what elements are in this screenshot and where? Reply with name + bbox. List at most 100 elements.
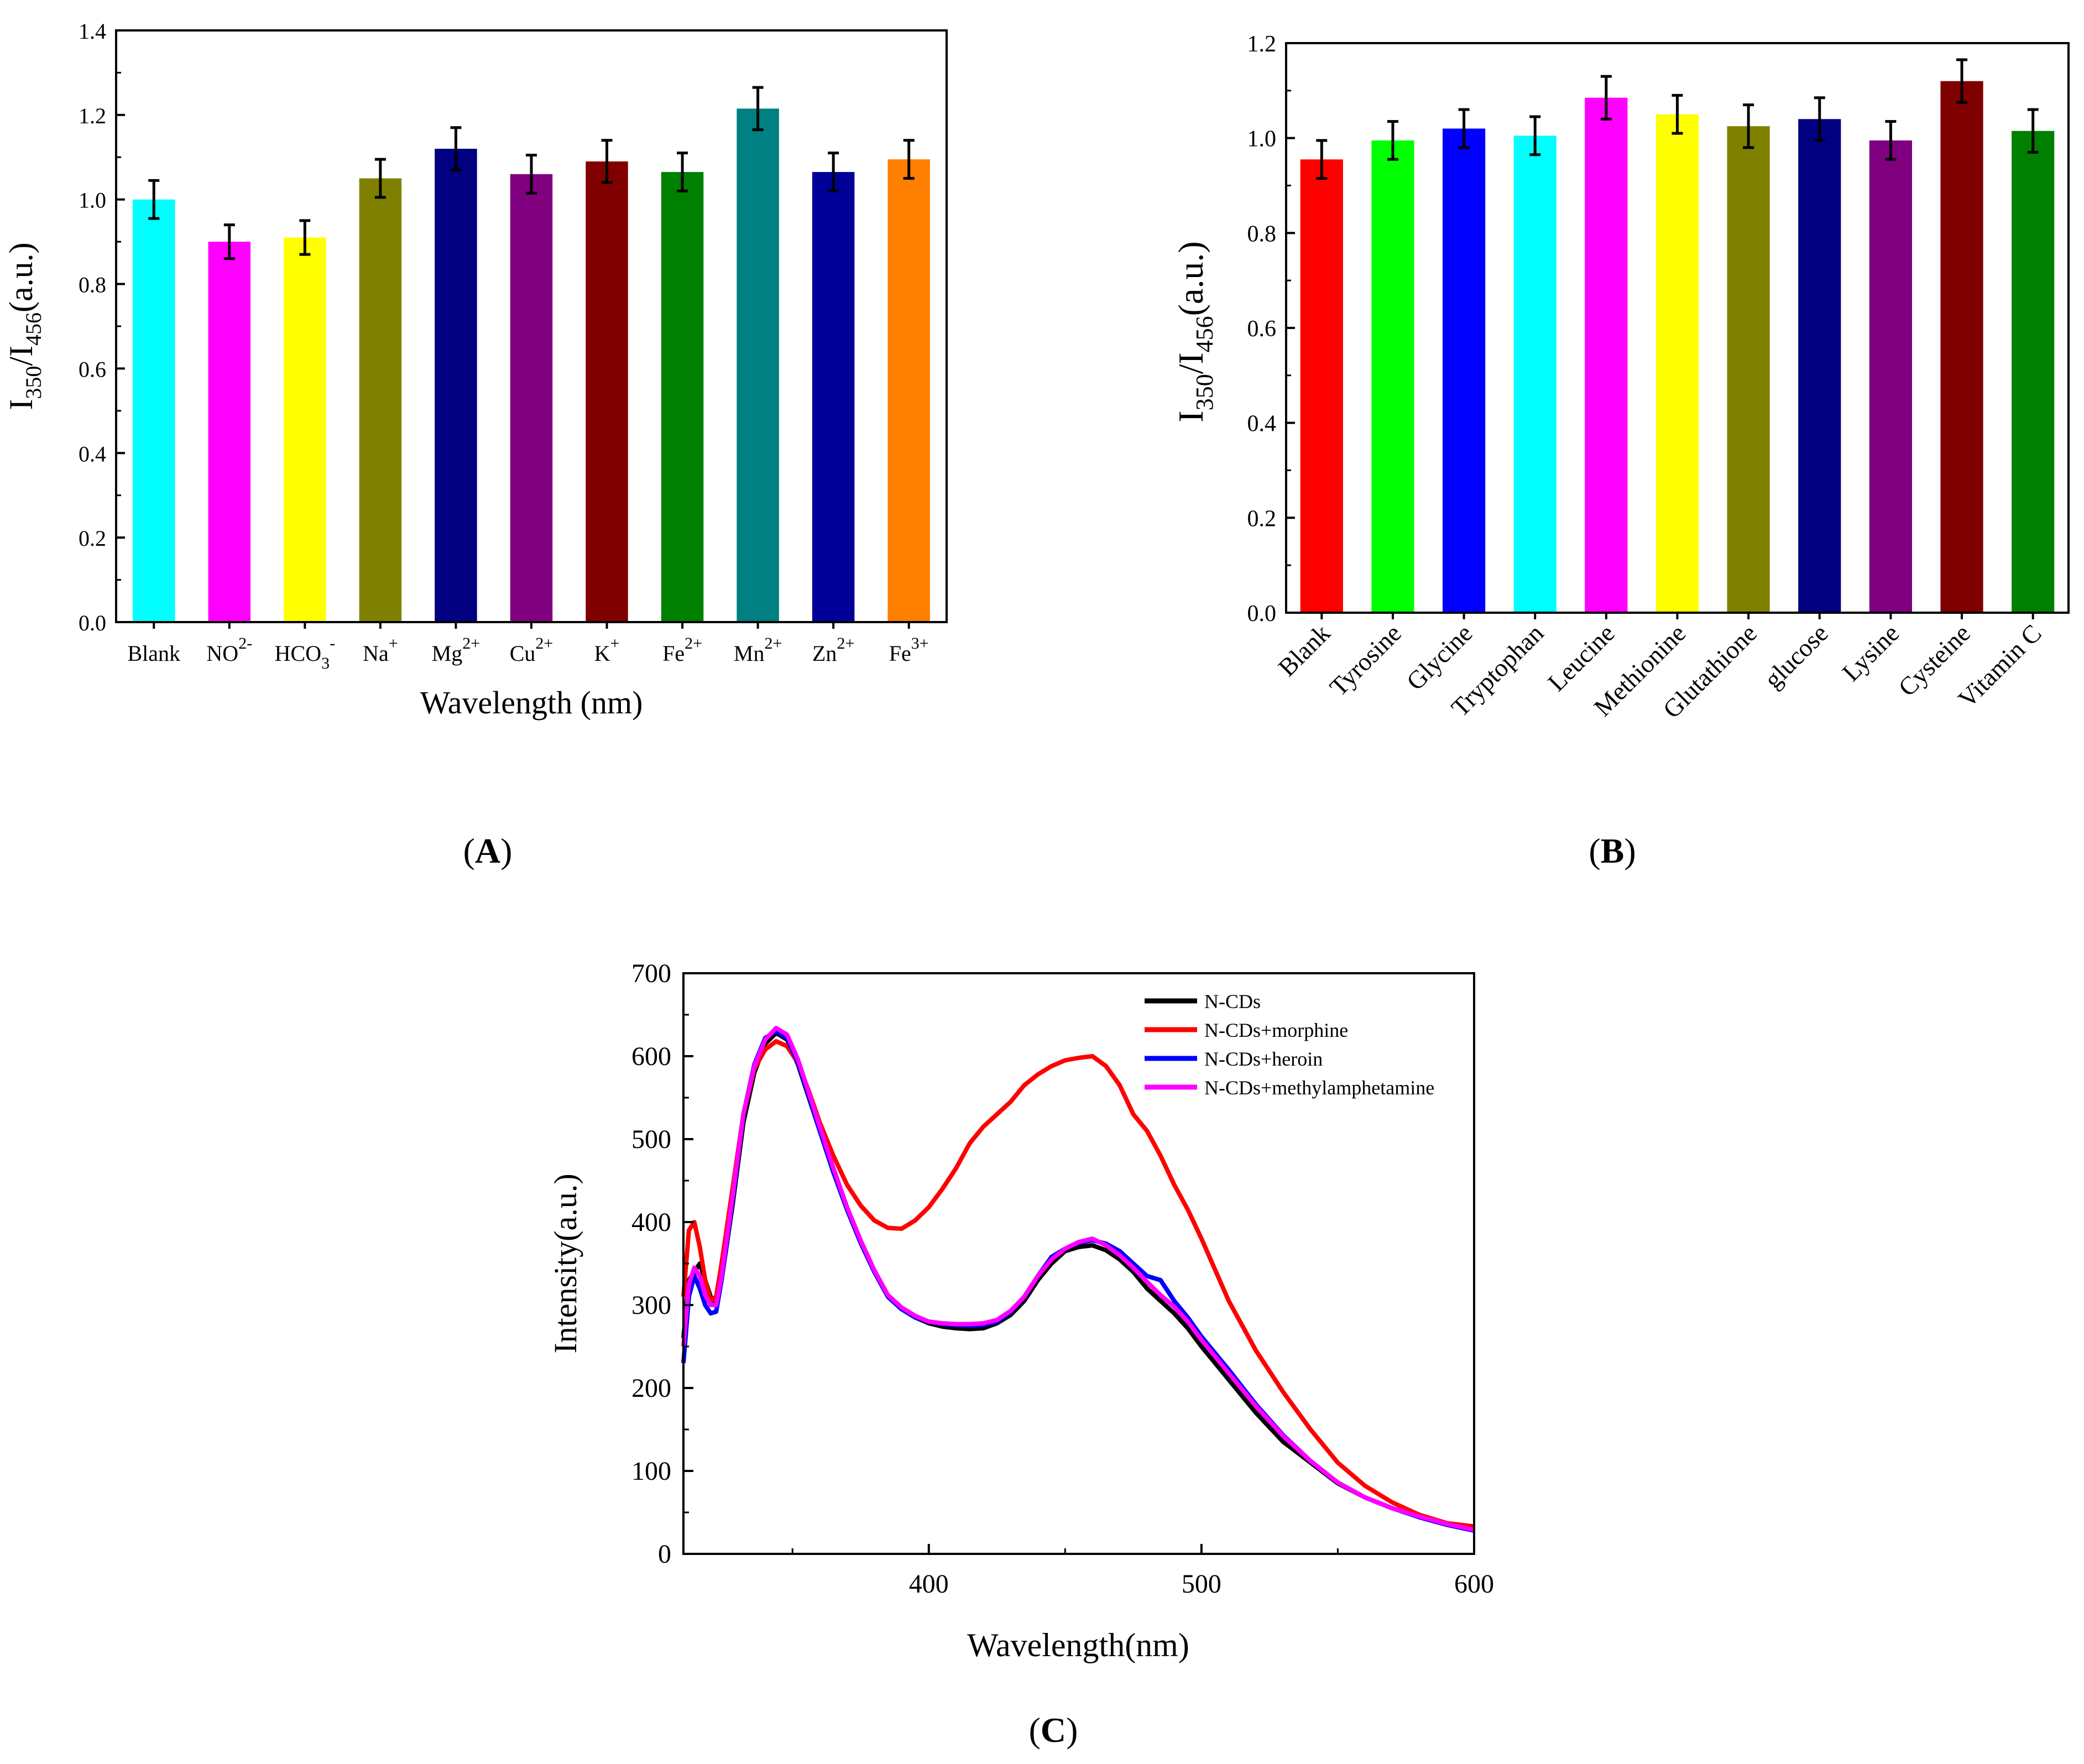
panel-a-y-tick-label: 1.2: [79, 103, 106, 128]
panel-c-y-tick-label: 500: [631, 1125, 671, 1154]
panel-a-y-tick-label: 0.2: [79, 526, 106, 551]
panel-a-error-bars: [148, 86, 915, 260]
panel-c-series-line: [681, 1031, 1475, 1531]
panel-b-y-tick-label: 1.0: [1247, 127, 1277, 152]
panel-c-y-axis: 0 100 200 300 400 500 600 700: [631, 959, 693, 1569]
panel-a-y-axis: 0.0 0.2 0.4 0.6 0.8 1.0 1.2 1.4: [79, 19, 125, 635]
panel-c-y-tick-label: 400: [631, 1208, 671, 1237]
panel-b-bar: [1371, 140, 1414, 613]
panel-a-x-tick-label-superscript: +: [610, 634, 620, 653]
panel-a-x-tick-label-superscript: 2+: [837, 634, 854, 653]
panel-b-y-tick-label: 0.6: [1247, 316, 1277, 342]
panel-a-x-tick-label-base: NO: [206, 641, 238, 666]
panel-b-bar: [1513, 135, 1557, 613]
panel-a-x-tick-label: K+: [594, 634, 620, 666]
panel-a-bar: [510, 174, 553, 622]
panel-b-x-tick-label: Tyrosine: [1324, 619, 1407, 701]
panel-a-x-tick-label: Fe2+: [662, 634, 702, 666]
panel-c-legend-label: N-CDs+morphine: [1204, 1019, 1348, 1041]
panel-a-x-tick-label-superscript: 2+: [462, 634, 480, 653]
panel-c-legend-label: N-CDs+heroin: [1204, 1048, 1323, 1070]
panel-b-x-tick-label: Blank: [1273, 619, 1336, 682]
panel-a-x-tick-label-base: Mg: [432, 641, 463, 666]
panel-b: 0.0 0.2 0.4 0.6 0.8 1.0 1.2 BlankTyrosineGlyci…: [1171, 32, 2070, 870]
panel-c-x-tick-label: 600: [1454, 1569, 1494, 1599]
panel-a-x-tick-label-superscript: 2+: [685, 634, 702, 653]
panel-c-label: (C): [1029, 1710, 1078, 1750]
panel-c-y-tick-label: 0: [658, 1539, 671, 1569]
panel-c-series-line: [681, 1029, 1475, 1533]
panel-c-y-tick-label: 700: [631, 959, 671, 988]
panel-a-x-tick-label-subscript: 3: [321, 654, 330, 672]
panel-a-y-tick-label: 0.8: [79, 273, 106, 298]
panel-a-bar: [435, 149, 477, 622]
panel-c-y-axis-label: Intensity(a.u.): [547, 1173, 583, 1353]
panel-a-x-tick-label-superscript: 3+: [911, 634, 929, 653]
panel-a-x-tick-label: Zn2+: [812, 634, 854, 666]
panel-a-bar: [812, 172, 855, 622]
panel-c-plot-frame: [682, 972, 1475, 1555]
panel-b-y-tick-label: 1.2: [1247, 32, 1277, 57]
panel-a-y-tick-label: 0.6: [79, 357, 106, 382]
panel-c-x-tick-label: 500: [1182, 1569, 1221, 1599]
panel-a-bar: [284, 237, 326, 622]
panel-b-y-tick-label: 0.8: [1247, 221, 1277, 247]
panel-a-x-tick-label-base: Cu: [510, 641, 536, 666]
panel-b-y-tick-label: 0.2: [1247, 506, 1277, 531]
panel-a-x-tick-label-base: Na: [363, 641, 389, 666]
panel-b-y-tick-label: 0.0: [1247, 601, 1277, 627]
panel-b-bar: [1798, 119, 1841, 613]
panel-a-x-tick-label-base: Mn: [734, 641, 765, 666]
panel-b-bar: [1727, 126, 1770, 613]
panel-a: 0.0 0.2 0.4 0.6 0.8 1.0 1.2 1.4 Blank NO2- HCO3- N…: [3, 19, 948, 870]
panel-a-bar: [586, 161, 628, 622]
panel-c-x-tick-label: 400: [909, 1569, 949, 1599]
panel-a-x-tick-label: Fe3+: [889, 634, 929, 666]
panel-a-bar: [208, 242, 251, 623]
panel-a-x-tick-label: HCO3-: [275, 634, 335, 672]
panel-b-bar: [1443, 128, 1486, 613]
panel-c-y-tick-label: 200: [631, 1374, 671, 1403]
panel-a-x-tick-label: Cu2+: [510, 634, 553, 666]
panel-a-x-tick-label: Na+: [363, 634, 398, 666]
panel-b-bar: [1869, 140, 1912, 613]
panel-b-bar: [1585, 97, 1628, 613]
panel-a-x-tick-label-superscript: 2+: [764, 634, 782, 653]
panel-b-x-tick-label: Lysine: [1837, 619, 1905, 687]
panel-b-y-axis-label: I350/I456(a.u.): [1171, 241, 1218, 422]
panel-a-y-axis-label: I350/I456(a.u.): [3, 242, 46, 410]
panel-a-x-tick-label-superscript: 2+: [535, 634, 553, 653]
panel-b-bar: [1655, 114, 1699, 613]
panel-b-error-bars: [1316, 58, 2039, 180]
panel-a-x-axis: Blank NO2- HCO3- Na+ Mg2+ Cu2+ K+ Fe2+ Mn2+ Zn2+ F…: [127, 622, 929, 672]
panel-a-x-tick-label-superscript: -: [330, 634, 335, 653]
panel-a-bar: [887, 159, 930, 622]
panel-b-x-tick-label: glucose: [1758, 619, 1833, 693]
panel-b-y-tick-label: 0.4: [1247, 411, 1277, 437]
panel-a-x-tick-label: Blank: [127, 641, 180, 666]
panel-c-legend: N-CDs N-CDs+morphine N-CDs+heroin N-CDs+met…: [1145, 990, 1434, 1099]
panel-a-x-tick-label-base: HCO: [275, 641, 321, 666]
panel-a-y-tick-label: 0.4: [79, 441, 106, 466]
panel-a-bars: [133, 108, 930, 623]
panel-c-series-line: [681, 1039, 1475, 1529]
panel-a-x-tick-label: Mn2+: [734, 634, 782, 666]
panel-a-x-tick-label-base: Blank: [127, 641, 180, 666]
panel-b-bars: [1300, 81, 2055, 613]
panel-a-x-tick-label-superscript: 2-: [238, 634, 252, 653]
panel-c-series: [681, 1026, 1475, 1533]
panel-c-y-tick-label: 600: [631, 1042, 671, 1071]
panel-c-x-axis: 400 500 600: [791, 1544, 1494, 1599]
panel-c-series-line: [681, 1026, 1475, 1532]
panel-b-bar: [1300, 159, 1343, 613]
panel-a-x-tick-label: Mg2+: [432, 634, 480, 666]
panel-a-y-tick-label: 0.0: [79, 610, 106, 635]
panel-a-x-tick-label-superscript: +: [389, 634, 398, 653]
panel-c-x-axis-label: Wavelength(nm): [967, 1627, 1189, 1663]
panel-b-bar: [1940, 81, 1983, 613]
panel-a-x-tick-label-base: K: [594, 641, 610, 666]
panel-a-x-tick-label-base: Fe: [889, 641, 911, 666]
panel-c-y-tick-label: 300: [631, 1291, 671, 1320]
